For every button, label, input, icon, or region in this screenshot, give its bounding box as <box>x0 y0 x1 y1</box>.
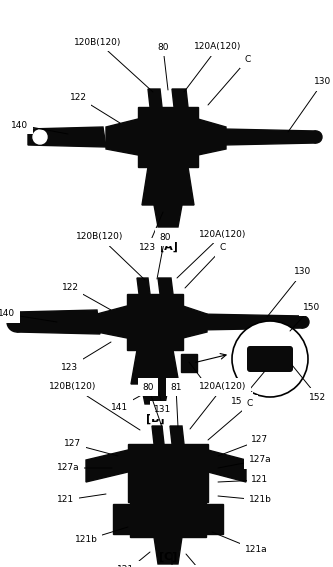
Polygon shape <box>130 502 206 537</box>
Text: 80: 80 <box>157 43 169 90</box>
Polygon shape <box>127 294 183 350</box>
Circle shape <box>232 321 308 397</box>
Text: 120A(120): 120A(120) <box>190 383 247 429</box>
Text: 123: 123 <box>61 342 111 371</box>
Text: 123: 123 <box>140 212 163 252</box>
Text: 131: 131 <box>155 392 171 414</box>
Polygon shape <box>197 314 303 330</box>
Text: 127a: 127a <box>57 463 112 472</box>
Polygon shape <box>148 89 162 107</box>
Text: 121a: 121a <box>117 552 150 567</box>
Polygon shape <box>223 129 316 145</box>
Polygon shape <box>198 119 226 155</box>
Text: 81a: 81a <box>164 554 180 567</box>
Text: [C]: [C] <box>159 552 177 562</box>
Text: C: C <box>185 243 226 288</box>
Polygon shape <box>208 450 246 482</box>
Text: 120A(120): 120A(120) <box>184 43 242 92</box>
Text: 121: 121 <box>218 476 268 484</box>
Text: 130: 130 <box>288 78 332 132</box>
Text: 127: 127 <box>218 435 268 456</box>
Text: 121a: 121a <box>212 532 267 555</box>
Polygon shape <box>142 167 194 205</box>
Text: 80: 80 <box>142 383 162 427</box>
Text: 141: 141 <box>112 392 147 412</box>
Polygon shape <box>172 89 188 107</box>
Polygon shape <box>190 504 223 534</box>
Text: CG: CG <box>186 554 210 567</box>
Polygon shape <box>154 537 182 564</box>
Circle shape <box>33 130 47 144</box>
Text: 152: 152 <box>292 365 327 401</box>
Text: 127a: 127a <box>218 455 271 468</box>
Text: [A]: [A] <box>159 242 177 252</box>
Polygon shape <box>181 354 197 372</box>
Polygon shape <box>106 119 138 155</box>
Polygon shape <box>137 278 150 294</box>
Text: 120B(120): 120B(120) <box>76 232 145 280</box>
FancyBboxPatch shape <box>247 346 293 372</box>
Polygon shape <box>170 426 184 444</box>
Polygon shape <box>141 384 169 404</box>
Text: 140: 140 <box>11 121 68 134</box>
Text: 122: 122 <box>62 282 111 310</box>
Text: 120A(120): 120A(120) <box>177 230 247 278</box>
Text: 140: 140 <box>0 310 57 322</box>
Polygon shape <box>152 426 164 444</box>
Text: C: C <box>208 54 251 105</box>
Text: [B]: [B] <box>146 414 164 424</box>
Text: 130: 130 <box>267 268 312 317</box>
Text: 120B(120): 120B(120) <box>74 37 153 92</box>
Text: 150: 150 <box>290 303 321 331</box>
Polygon shape <box>138 107 198 167</box>
Text: 151: 151 <box>231 371 265 405</box>
Polygon shape <box>158 278 173 294</box>
Polygon shape <box>113 504 146 534</box>
Text: 120B(120): 120B(120) <box>49 383 140 430</box>
Text: 121b: 121b <box>218 496 271 505</box>
Text: 80: 80 <box>157 232 171 279</box>
Polygon shape <box>86 450 128 482</box>
Circle shape <box>7 312 27 332</box>
Text: 121b: 121b <box>75 527 128 544</box>
Polygon shape <box>17 310 100 334</box>
Polygon shape <box>183 306 207 338</box>
Text: 122: 122 <box>70 92 120 123</box>
Text: 150: 150 <box>189 362 219 395</box>
Text: 81: 81 <box>170 383 182 427</box>
Polygon shape <box>97 306 127 338</box>
Polygon shape <box>28 127 106 147</box>
Text: C: C <box>208 400 253 440</box>
Polygon shape <box>131 350 179 384</box>
Text: 127: 127 <box>65 439 118 456</box>
Polygon shape <box>154 205 182 227</box>
Text: 121: 121 <box>57 494 106 505</box>
Polygon shape <box>128 444 208 502</box>
Circle shape <box>297 316 309 328</box>
Circle shape <box>310 131 322 143</box>
